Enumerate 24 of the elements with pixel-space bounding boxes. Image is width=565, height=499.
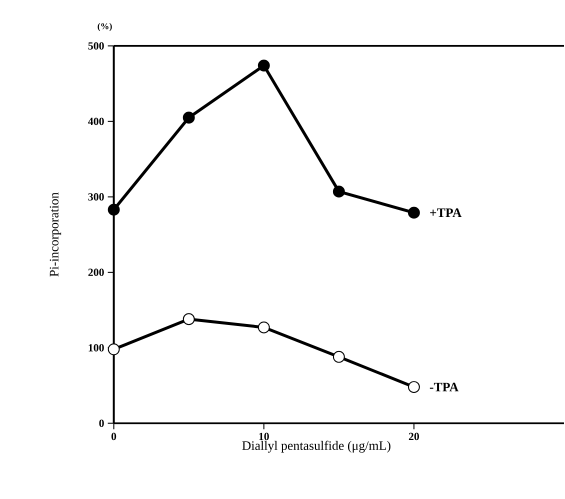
point xyxy=(182,112,195,124)
point xyxy=(258,321,270,334)
text: (%) xyxy=(98,22,112,32)
x-tick-label: 0 xyxy=(111,432,116,440)
x-tick-label: 20 xyxy=(408,432,419,440)
point xyxy=(108,343,120,356)
series-label: -TPA xyxy=(430,382,459,392)
y-tick-label: 0 xyxy=(99,420,104,427)
point xyxy=(108,204,120,216)
x-axis-title: Diallyl pentasulfide (μg/mL) xyxy=(242,440,390,453)
point xyxy=(332,350,345,363)
y-tick-label: 500 xyxy=(88,42,104,50)
point xyxy=(182,313,195,326)
y-axis-title: Pi-incorporation xyxy=(50,192,62,277)
x-tick-label: 10 xyxy=(259,432,269,440)
y-tick-label: 300 xyxy=(88,193,104,200)
point xyxy=(332,186,345,198)
y-tick-label: 100 xyxy=(88,344,104,352)
y-tick-label: 200 xyxy=(88,268,104,276)
point xyxy=(408,381,420,393)
point xyxy=(258,60,270,72)
series-label: +TPA xyxy=(430,208,462,217)
y-tick-label: 400 xyxy=(88,118,104,126)
point xyxy=(408,206,420,219)
